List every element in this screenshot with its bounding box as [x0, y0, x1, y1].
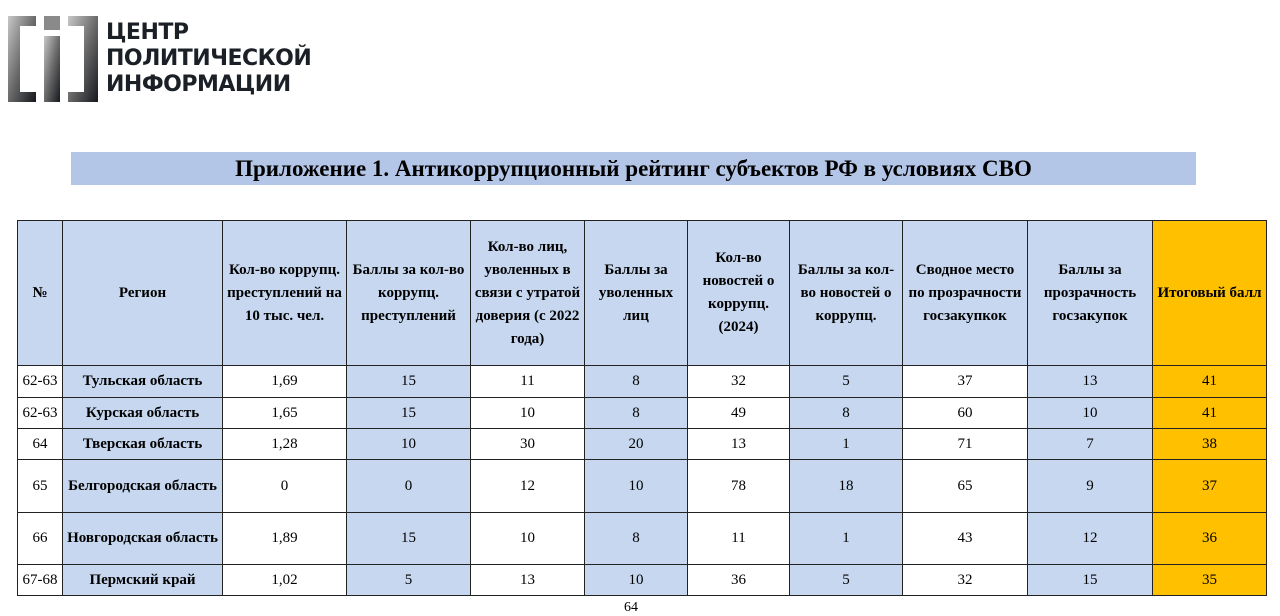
table-cell: 37	[902, 365, 1028, 398]
table-row: 62-63 Тульская область 1,69 15 11 8 32 5 37 13 41	[17, 365, 1267, 398]
table-cell: 20	[584, 428, 688, 460]
column-header: Баллы за кол-во новостей о коррупц.	[789, 220, 903, 366]
table-cell: 8	[789, 397, 903, 429]
table-cell: 0	[346, 459, 471, 513]
column-header: Баллы за уволенных лиц	[584, 220, 688, 366]
column-header: Кол-во коррупц. преступлений на 10 тыс. …	[222, 220, 347, 366]
table-cell: 10	[584, 564, 688, 596]
rank-cell: 67-68	[17, 564, 63, 596]
table-cell: 1,65	[222, 397, 347, 429]
table-cell: 65	[902, 459, 1028, 513]
column-header: №	[17, 220, 63, 366]
region-cell: Тверская область	[62, 428, 223, 460]
table-cell: 30	[470, 428, 585, 460]
column-header: Регион	[62, 220, 223, 366]
table-cell: 18	[789, 459, 903, 513]
table-cell: 78	[687, 459, 790, 513]
table-cell: 1,69	[222, 365, 347, 398]
rank-cell: 64	[17, 428, 63, 460]
table-cell: 71	[902, 428, 1028, 460]
logo-line: ИНФОРМАЦИИ	[106, 72, 291, 97]
table-header-row: № Регион Кол-во коррупц. преступлений на…	[17, 220, 1267, 366]
table-cell: 1,89	[222, 512, 347, 565]
table-cell: 11	[470, 365, 585, 398]
total-score-cell: 37	[1152, 459, 1267, 513]
total-score-cell: 36	[1152, 512, 1267, 565]
page-number: 64	[624, 600, 638, 615]
table-cell: 8	[584, 512, 688, 565]
rank-cell: 65	[17, 459, 63, 513]
column-header: Кол-во лиц, уволенных в связи с утратой …	[470, 220, 585, 366]
table-row: 65 Белгородская область 0 0 12 10 78 18 65 9 37	[17, 459, 1267, 513]
region-cell: Курская область	[62, 397, 223, 429]
total-score-cell: 41	[1152, 397, 1267, 429]
page-title: Приложение 1. Антикоррупционный рейтинг …	[71, 152, 1196, 185]
table-cell: 1,28	[222, 428, 347, 460]
column-header: Баллы за кол-во коррупц. преступлений	[346, 220, 471, 366]
logo-line: ПОЛИТИЧЕСКОЙ	[106, 46, 312, 71]
table-cell: 43	[902, 512, 1028, 565]
column-header: Баллы за прозрачность госзакупок	[1027, 220, 1153, 366]
table-cell: 60	[902, 397, 1028, 429]
table-cell: 8	[584, 397, 688, 429]
table-cell: 36	[687, 564, 790, 596]
table-cell: 5	[346, 564, 471, 596]
table-cell: 9	[1027, 459, 1153, 513]
table-cell: 10	[346, 428, 471, 460]
table-cell: 0	[222, 459, 347, 513]
table-cell: 8	[584, 365, 688, 398]
table-cell: 5	[789, 365, 903, 398]
table-cell: 12	[470, 459, 585, 513]
region-cell: Новгородская область	[62, 512, 223, 565]
table-cell: 12	[1027, 512, 1153, 565]
table-cell: 15	[1027, 564, 1153, 596]
table-row: 64 Тверская область 1,28 10 30 20 13 1 71 7 38	[17, 428, 1267, 460]
logo-line: ЦЕНТР	[106, 20, 189, 45]
table-cell: 15	[346, 512, 471, 565]
table-row: 66 Новгородская область 1,89 15 10 8 11 1 43 12 36	[17, 512, 1267, 565]
table-cell: 13	[1027, 365, 1153, 398]
table-row: 62-63 Курская область 1,65 15 10 8 49 8 60 10 41	[17, 397, 1267, 429]
rank-cell: 62-63	[17, 365, 63, 398]
column-header: Сводное место по прозрачности госзакупко…	[902, 220, 1028, 366]
table-row: 67-68 Пермский край 1,02 5 13 10 36 5 32 15 35	[17, 564, 1267, 596]
column-header-total: Итоговый балл	[1152, 220, 1267, 366]
table-cell: 11	[687, 512, 790, 565]
table-cell: 5	[789, 564, 903, 596]
column-header: Кол-во новостей о коррупц. (2024)	[687, 220, 790, 366]
table-cell: 32	[687, 365, 790, 398]
table-cell: 10	[470, 512, 585, 565]
rating-table: № Регион Кол-во коррупц. преступлений на…	[17, 220, 1267, 596]
total-score-cell: 35	[1152, 564, 1267, 596]
table-cell: 10	[470, 397, 585, 429]
rank-cell: 66	[17, 512, 63, 565]
table-cell: 13	[470, 564, 585, 596]
table-cell: 15	[346, 365, 471, 398]
table-cell: 10	[584, 459, 688, 513]
table-cell: 13	[687, 428, 790, 460]
logo-text: ЦЕНТР ПОЛИТИЧЕСКОЙ ИНФОРМАЦИИ	[106, 20, 312, 98]
total-score-cell: 41	[1152, 365, 1267, 398]
table-cell: 10	[1027, 397, 1153, 429]
table-cell: 32	[902, 564, 1028, 596]
region-cell: Тульская область	[62, 365, 223, 398]
region-cell: Белгородская область	[62, 459, 223, 513]
total-score-cell: 38	[1152, 428, 1267, 460]
table-cell: 1,02	[222, 564, 347, 596]
table-cell: 49	[687, 397, 790, 429]
region-cell: Пермский край	[62, 564, 223, 596]
table-cell: 15	[346, 397, 471, 429]
rank-cell: 62-63	[17, 397, 63, 429]
logo-icon	[8, 16, 98, 102]
table-cell: 1	[789, 512, 903, 565]
table-cell: 1	[789, 428, 903, 460]
table-cell: 7	[1027, 428, 1153, 460]
